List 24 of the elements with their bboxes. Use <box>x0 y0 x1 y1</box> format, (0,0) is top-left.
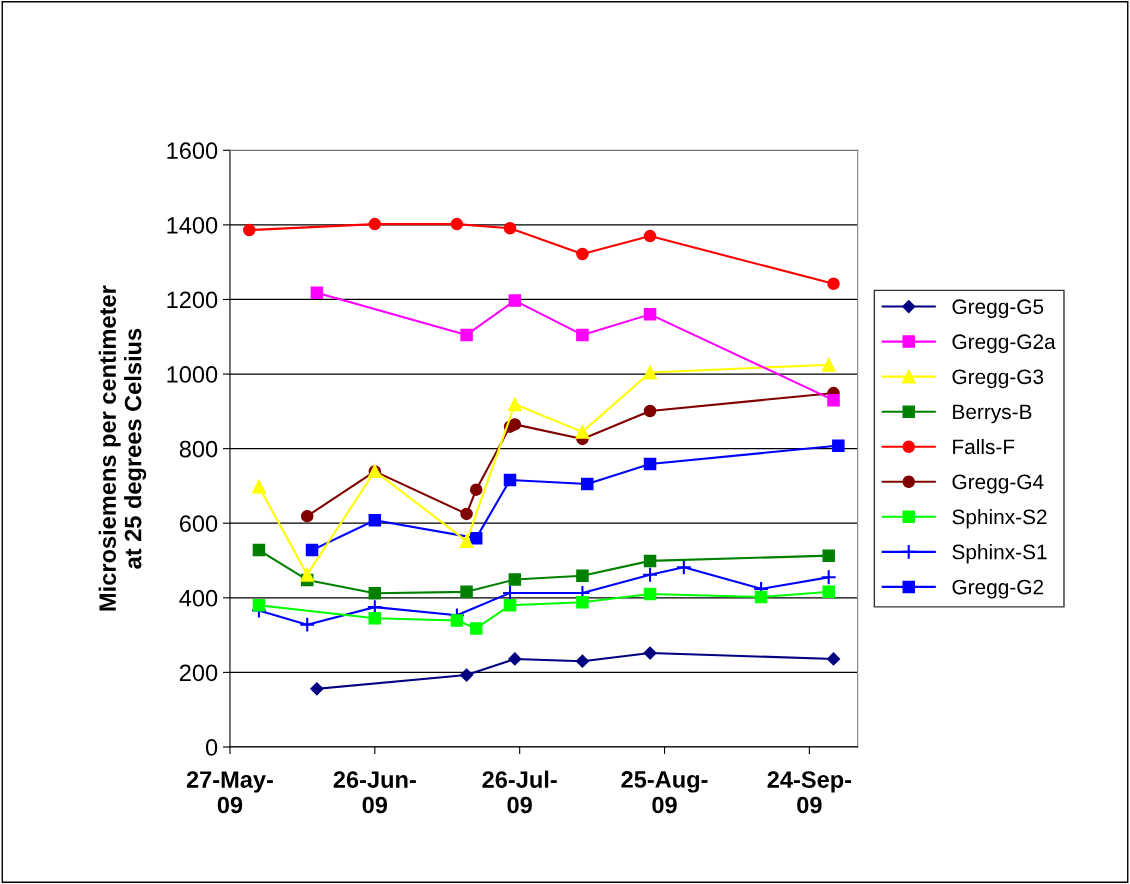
legend-label: Gregg-G5 <box>952 299 1044 319</box>
legend-label: Sphinx-S2 <box>952 509 1047 529</box>
x-tick-label: 26-Jul- 09 <box>482 770 557 814</box>
legend-label: Gregg-G3 <box>952 369 1044 389</box>
x-tick-label: 24-Sep- 09 <box>767 771 852 814</box>
legend-label: Berrys-B <box>953 404 1032 424</box>
legend-label: Sphinx-S1 <box>952 544 1047 564</box>
y-axis-title: Microsiemens per centimeter at 25 degrees Celsius <box>98 285 147 611</box>
x-tick-label: 26-Jun- 09 <box>333 771 416 814</box>
y-tick-label: 1400 <box>167 216 218 234</box>
legend-label: Gregg-G2a <box>952 334 1056 354</box>
legend-label: Gregg-G4 <box>952 474 1044 494</box>
y-tick-label: 200 <box>179 664 218 682</box>
legend-label: Falls-F <box>953 438 1015 455</box>
y-tick-label: 0 <box>205 739 218 756</box>
x-tick-label: 27-May- 09 <box>186 771 273 814</box>
x-tick-label: 25-Aug- 09 <box>621 771 708 814</box>
y-tick-label: 800 <box>179 440 218 458</box>
y-tick-label: 1600 <box>167 142 218 160</box>
y-tick-label: 1200 <box>167 291 218 309</box>
y-tick-label: 1000 <box>167 366 218 383</box>
y-tick-label: 600 <box>179 515 218 533</box>
legend-label: Gregg-G2 <box>952 579 1044 599</box>
y-tick-label: 400 <box>179 589 218 607</box>
